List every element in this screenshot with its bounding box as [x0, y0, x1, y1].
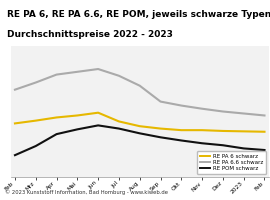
- Text: RE PA 6, RE PA 6.6, RE POM, jeweils schwarze Typen: RE PA 6, RE PA 6.6, RE POM, jeweils schw…: [7, 10, 270, 19]
- Text: © 2023 Kunststoff Information, Bad Homburg - www.kiweb.de: © 2023 Kunststoff Information, Bad Hombu…: [5, 190, 168, 195]
- Text: Durchschnittspreise 2022 - 2023: Durchschnittspreise 2022 - 2023: [7, 30, 173, 39]
- Legend: RE PA 6 schwarz, RE PA 6.6 schwarz, RE POM schwarz: RE PA 6 schwarz, RE PA 6.6 schwarz, RE P…: [197, 151, 266, 174]
